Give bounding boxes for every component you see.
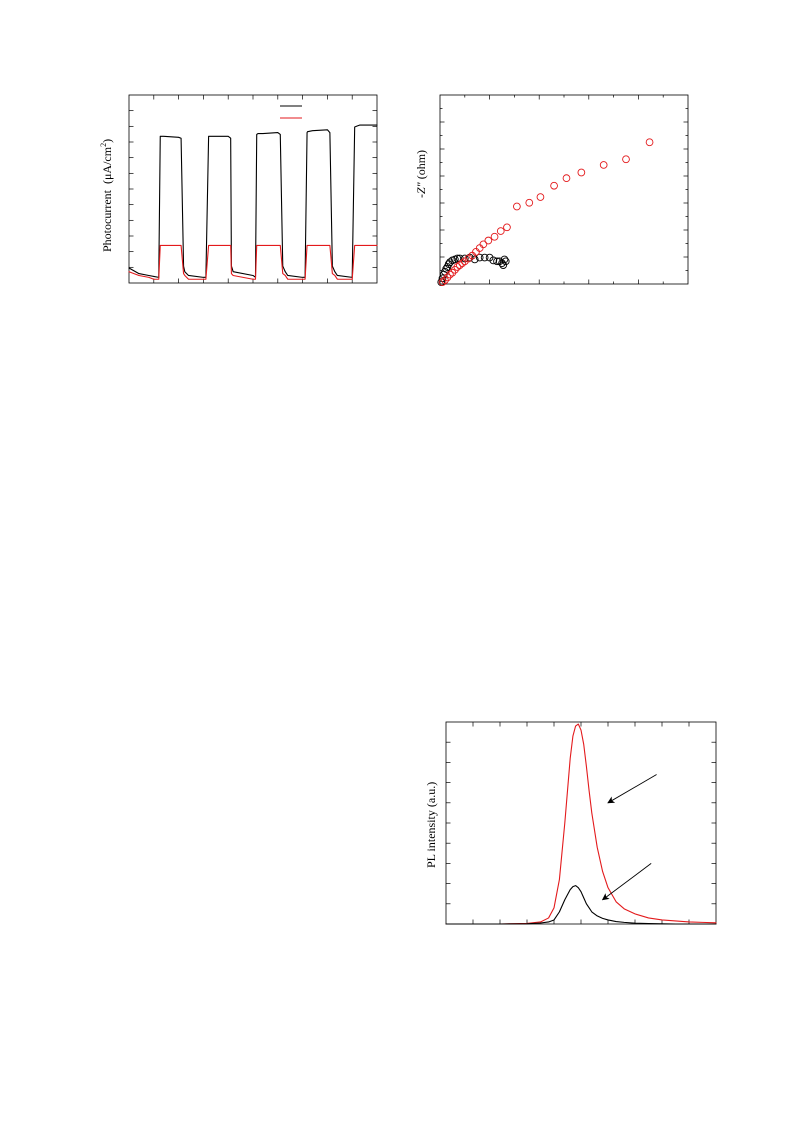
- ny-series-1-point: [503, 223, 511, 232]
- ny-series-1-point: [448, 268, 457, 277]
- ny-series-0-point: [498, 259, 506, 268]
- pl-series-0-line: [445, 723, 717, 925]
- ny-series-1-point: [479, 240, 488, 249]
- ny-series-1-point: [484, 236, 493, 245]
- ny-series-1-point: [645, 138, 654, 147]
- ny-series-0-point: [489, 256, 498, 265]
- ny-series-1-point: [562, 174, 571, 183]
- ny-series-1-point: [441, 276, 449, 285]
- nyquist-plot: [437, 94, 689, 286]
- ny-series-0-point: [475, 253, 484, 262]
- ny-series-1-point: [550, 181, 558, 190]
- ny-series-1-point: [443, 273, 452, 282]
- ny-series-0-point: [500, 255, 509, 264]
- ny-series-1-point: [496, 227, 505, 235]
- ny-series-0-point: [470, 255, 479, 264]
- ny-series-0-point: [480, 253, 489, 262]
- ny-series-0-point: [438, 274, 447, 283]
- ny-series-0-point: [442, 265, 451, 273]
- ny-series-0-point: [493, 257, 501, 266]
- ny-series-1-point: [622, 155, 630, 164]
- ny-series-0-point: [460, 254, 469, 263]
- ny-series-1-point: [455, 261, 464, 269]
- ny-series-0-point: [465, 253, 474, 262]
- pl-frame: [445, 721, 717, 925]
- ny-series-1-point: [453, 263, 462, 271]
- ny-series-1-point: [490, 232, 499, 241]
- ny-series-1-point: [458, 259, 467, 268]
- ny-series-1-point: [513, 202, 521, 211]
- pl-plot: [445, 721, 717, 925]
- ny-series-1-point: [577, 168, 586, 177]
- ny-series-1-point: [446, 270, 454, 279]
- ny-series-1-point: [438, 278, 447, 286]
- ny-series-1-point: [525, 198, 534, 207]
- pl-series-1-line: [445, 885, 717, 925]
- ny-series-1-point: [599, 161, 608, 169]
- pc-series-1-line: [128, 244, 378, 280]
- pl-ylabel: PL intensity (a.u.): [424, 781, 438, 868]
- ny-series-1-point: [451, 265, 459, 274]
- pl-arrow-0: [607, 774, 657, 804]
- ny-series-1-point: [536, 193, 545, 201]
- ny-series-0-point: [499, 261, 508, 269]
- photocurrent-plot: [128, 94, 378, 284]
- pl-arrow-1: [601, 863, 652, 901]
- ny-series-0-point: [501, 257, 510, 266]
- ny-series-0-point: [453, 254, 462, 263]
